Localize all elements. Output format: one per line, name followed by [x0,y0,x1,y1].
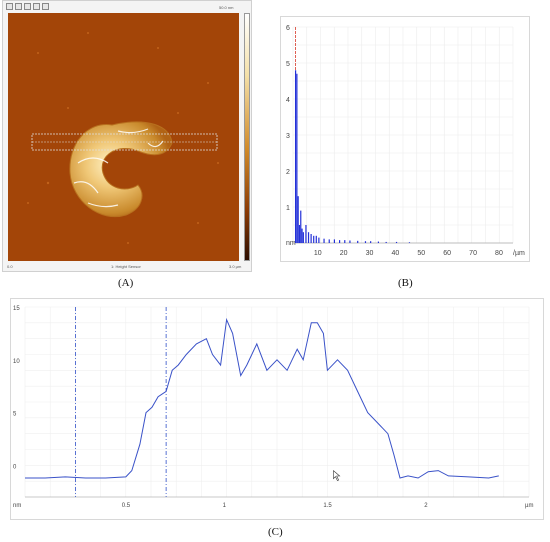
height-color-scale [244,13,250,261]
afm-image-window: 50.0 nm [2,0,252,272]
y-tick-label: 6 [286,25,290,32]
panel-label-a: (A) [118,277,134,289]
x-tick-label: 50 [417,250,425,257]
image-channel-label: 1: Height Sensor [111,264,141,269]
y-tick-label: 5 [286,61,290,68]
select-tool-icon[interactable] [6,3,13,10]
profile-panel: 0 5 10 15 nm 0.5 1 1.5 2 µm [10,298,544,520]
y-unit-label: nm [13,503,21,509]
y-tick-label: 4 [286,97,290,104]
y-tick-label: 1 [286,205,290,212]
x-tick-label: 20 [340,250,348,257]
x-tick-label: 30 [366,250,374,257]
pan-tool-icon[interactable] [24,3,31,10]
mouse-cursor-icon [333,469,341,482]
y-tick-label: 2 [286,169,290,176]
histogram-chart: 1 2 3 4 5 6 10 20 30 40 50 60 70 80 nm/µm [286,25,525,257]
x-tick-label: 10 [314,250,322,257]
scale-max-label: 50.0 nm [219,5,234,10]
save-icon[interactable] [33,3,40,10]
histogram-panel: 1 2 3 4 5 6 10 20 30 40 50 60 70 80 nm/µm [280,16,530,262]
x-tick-label: 1.5 [323,503,332,509]
x-tick-label: 70 [469,250,477,257]
y-tick-label: 15 [13,306,20,312]
y-tick-label: 3 [286,133,290,140]
x-tick-label: 0.5 [122,503,131,509]
panel-label-b: (B) [398,277,413,289]
panel-label-c: (C) [268,526,283,538]
zoom-tool-icon[interactable] [15,3,22,10]
y-tick-label: 0 [13,464,17,470]
x-tick-label: 1 [223,503,227,509]
y-tick-label: 5 [13,412,17,418]
x-tick-label: 2 [424,503,428,509]
y-tick-label: 10 [13,359,20,365]
x-tick-label: 40 [392,250,400,257]
x-unit-label: µm [525,503,533,509]
height-profile-line [25,317,499,479]
height-profile-chart: 0 5 10 15 nm 0.5 1 1.5 2 µm [13,306,533,509]
x-tick-label: 60 [443,250,451,257]
color-icon[interactable] [42,3,49,10]
image-axis-right: 3.0 µm [229,264,242,269]
afm-height-image [8,13,239,261]
x-unit-label: /µm [513,250,525,257]
y-unit-label: nm [286,240,296,247]
image-axis-left: 0.0 [7,264,13,269]
x-tick-label: 80 [495,250,503,257]
